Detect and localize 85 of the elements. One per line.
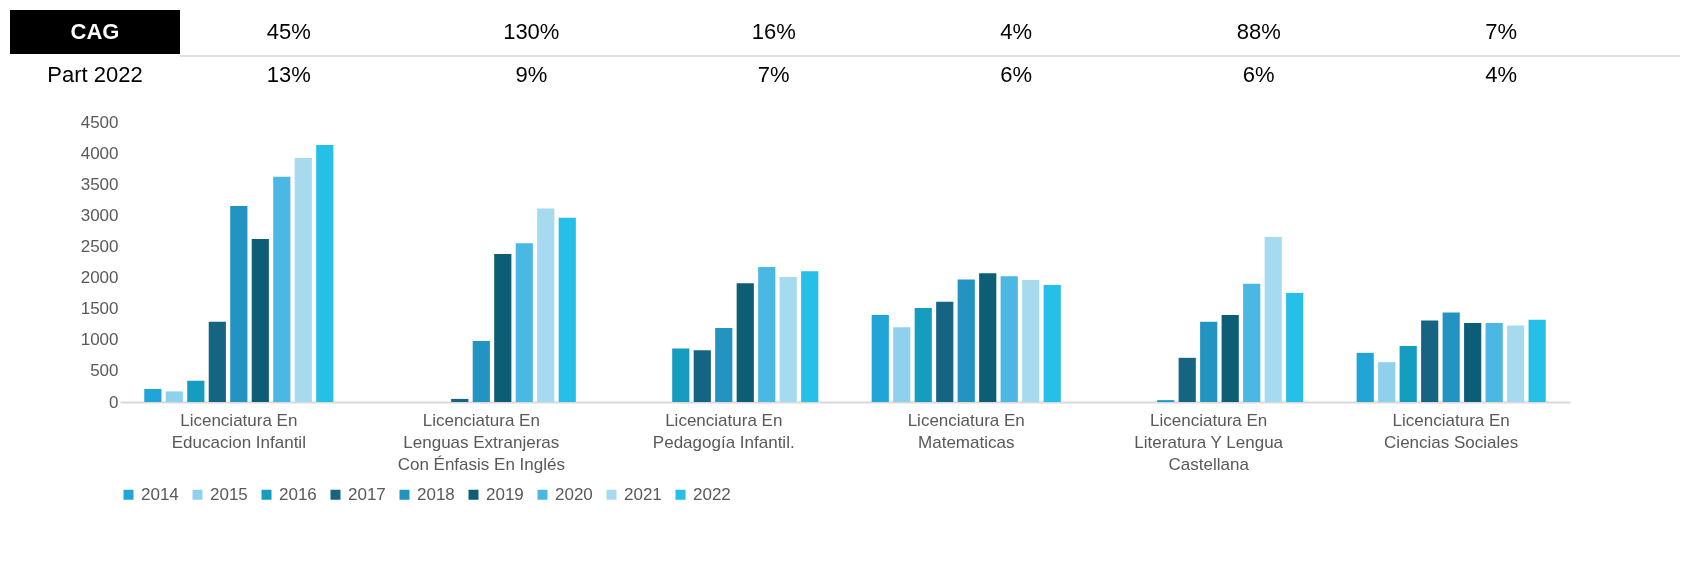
bar — [758, 266, 776, 402]
bar — [1399, 346, 1417, 402]
bar — [251, 238, 269, 402]
y-tick-label: 500 — [90, 361, 119, 381]
bar — [494, 253, 512, 402]
bar — [1000, 276, 1018, 402]
x-tick-label: Licenciatura En Pedagogía Infantil. — [652, 410, 795, 452]
x-tick-label: Licenciatura En Ciencias Sociales — [1384, 410, 1519, 452]
y-tick-label: 0 — [109, 392, 119, 412]
text: Part 2022 — [47, 62, 143, 87]
y-tick-label: 1500 — [80, 299, 119, 319]
y-tick-label: 3000 — [80, 205, 119, 225]
bar — [1286, 293, 1304, 402]
bar — [1421, 320, 1439, 402]
y-tick-label: 3500 — [80, 174, 119, 194]
bar — [736, 283, 754, 402]
text: 45% — [266, 19, 311, 44]
y-tick-label: 4500 — [80, 112, 119, 132]
bar — [294, 158, 312, 402]
text: 7% — [1485, 19, 1518, 44]
bar — [1043, 285, 1061, 402]
bar — [936, 301, 954, 402]
legend-label: 2015 — [210, 484, 248, 504]
bar — [1022, 280, 1040, 402]
bar — [979, 273, 997, 402]
legend-label: 2020 — [555, 484, 593, 504]
text: 9% — [515, 62, 548, 87]
x-tick-label: Licenciatura En Matematicas — [907, 410, 1025, 452]
bar — [893, 327, 911, 402]
bar — [1221, 314, 1239, 402]
x-tick-label: Licenciatura En Lenguas Extranjeras Con Énfasis En Inglés — [397, 410, 565, 474]
bar — [451, 398, 469, 402]
bar — [1378, 362, 1396, 402]
legend-label: 2016 — [279, 484, 317, 504]
text: 88% — [1236, 19, 1281, 44]
legend-label: 2017 — [348, 484, 386, 504]
bar — [779, 276, 797, 402]
bar — [957, 279, 975, 402]
bar — [871, 314, 889, 402]
text: 13% — [266, 62, 311, 87]
text: 130% — [503, 19, 560, 44]
bar — [1243, 283, 1261, 402]
text: 7% — [757, 62, 790, 87]
bar — [472, 341, 490, 402]
bar — [1356, 352, 1374, 402]
bar — [914, 308, 932, 402]
bar — [537, 208, 555, 402]
bar — [558, 217, 576, 402]
text: 4% — [1000, 19, 1033, 44]
x-tick-label: Licenciatura En Educacion Infantil — [171, 410, 306, 452]
y-tick-label: 4000 — [80, 143, 119, 163]
bar — [1464, 322, 1482, 402]
bar — [1442, 312, 1460, 402]
bar — [273, 176, 291, 402]
bar — [208, 321, 226, 402]
bar — [1200, 321, 1218, 402]
y-tick-label: 2000 — [80, 268, 119, 288]
bar — [801, 271, 819, 402]
y-tick-label: 2500 — [80, 236, 119, 256]
text: 4% — [1485, 62, 1518, 87]
bar — [1178, 357, 1196, 402]
y-tick-label: 1000 — [80, 330, 119, 350]
bar — [672, 348, 690, 402]
bar — [187, 380, 205, 402]
bar — [515, 243, 533, 402]
bar — [1507, 325, 1525, 402]
legend-label: 2014 — [141, 484, 179, 504]
x-tick-label: Licenciatura En Literatura Y Lengua Castellana — [1134, 410, 1284, 474]
bar — [693, 350, 711, 402]
bar — [230, 206, 248, 402]
text: 16% — [751, 19, 796, 44]
legend-label: 2018 — [417, 484, 455, 504]
text: 6% — [1242, 62, 1275, 87]
bar — [144, 388, 162, 402]
bar — [1528, 319, 1546, 402]
bar — [715, 327, 733, 402]
text: CAG — [70, 19, 120, 44]
legend-label: 2019 — [486, 484, 524, 504]
bar — [1485, 322, 1503, 402]
bar — [316, 145, 334, 402]
legend-label: 2022 — [693, 484, 731, 504]
legend-label: 2021 — [624, 484, 662, 504]
bar — [165, 391, 183, 402]
bar — [1264, 237, 1282, 402]
text: 6% — [1000, 62, 1033, 87]
